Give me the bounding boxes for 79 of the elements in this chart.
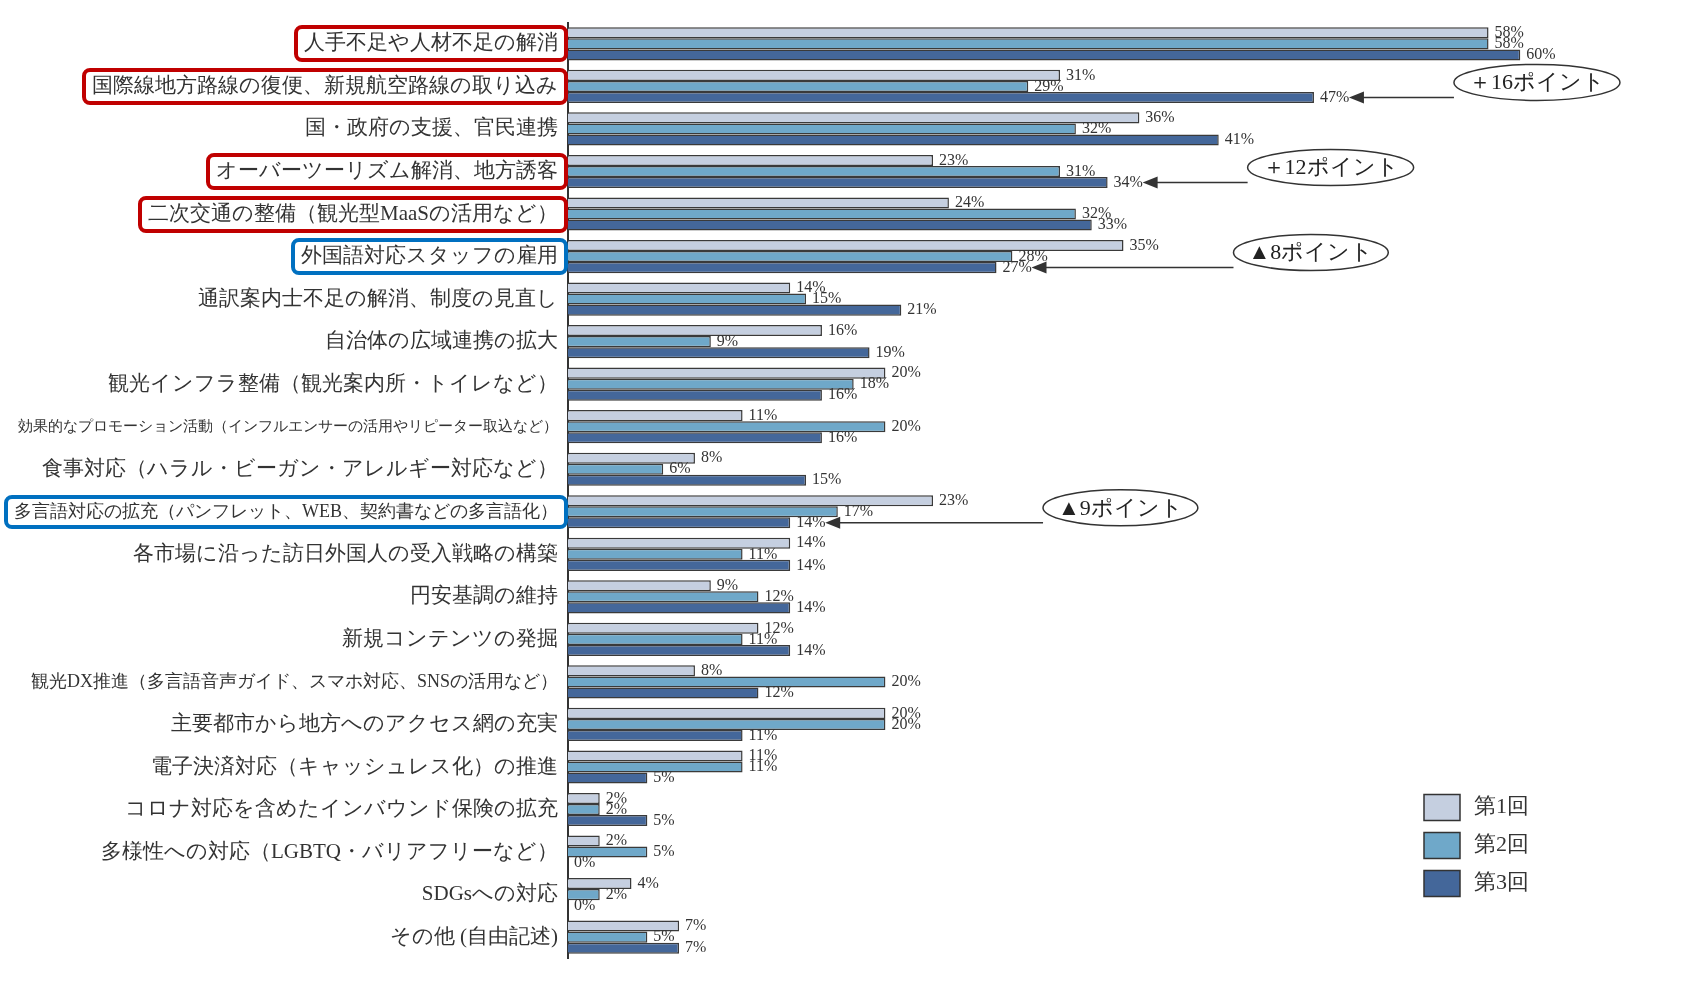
y-tick-label: オーバーツーリズム解消、地方誘客 <box>215 157 558 182</box>
data-label: 0% <box>573 895 596 913</box>
y-tick-label: SDGsへの対応 <box>421 881 558 906</box>
y-tick-label: 多様性への対応（LGBTQ・バリアフリーなど） <box>100 838 558 863</box>
y-tick-label: 外国語対応スタッフの雇用 <box>300 243 558 268</box>
data-label: 12% <box>764 683 794 701</box>
data-label: 8% <box>700 661 723 679</box>
data-label: 32% <box>1081 119 1112 137</box>
data-label: 29% <box>1034 76 1064 94</box>
y-tick-label: 効果的なプロモーション活動（インフルエンサーの活用やリピーター取込など） <box>17 417 558 434</box>
data-label: 20% <box>891 416 921 434</box>
legend-label: 第2回 <box>1474 831 1529 857</box>
data-label: 5% <box>653 842 675 860</box>
data-label: 5% <box>653 768 675 786</box>
data-label: 5% <box>653 927 675 945</box>
data-label: 17% <box>843 501 874 519</box>
data-label: 8% <box>700 448 723 466</box>
data-label: 11% <box>748 725 778 743</box>
data-label: 20% <box>891 672 921 690</box>
annotation: ＋16ポイント <box>1468 69 1605 95</box>
data-label: 6% <box>669 459 691 477</box>
annotation: ▲8ポイント <box>1248 239 1374 265</box>
data-label: 7% <box>685 938 707 956</box>
y-tick-label: 多言語対応の拡充（パンフレット、WEB、契約書などの多言語化） <box>13 500 558 521</box>
y-tick-label: 人手不足や人材不足の解消 <box>303 30 558 55</box>
data-label: 19% <box>875 342 905 360</box>
data-label: 2% <box>605 884 628 902</box>
y-tick-label: 国際線地方路線の復便、新規航空路線の取り込み <box>91 72 558 97</box>
data-label: 20% <box>891 363 921 381</box>
data-label: 60% <box>1526 45 1556 63</box>
data-label: 11% <box>748 544 778 562</box>
data-label: 16% <box>827 320 858 338</box>
y-tick-label: 二次交通の整備（観光型MaaSの活用など） <box>147 200 558 225</box>
legend-label: 第3回 <box>1474 869 1529 895</box>
data-label: 18% <box>859 374 890 392</box>
data-label: 9% <box>716 575 739 593</box>
data-label: 2% <box>605 831 628 849</box>
data-label: 31% <box>1066 161 1096 179</box>
data-label: 4% <box>637 873 659 891</box>
y-tick-label: 新規コンテンツの発掘 <box>341 625 558 650</box>
data-label: 14% <box>796 513 826 531</box>
annotation: ▲9ポイント <box>1058 494 1183 520</box>
data-label: 16% <box>827 427 858 445</box>
data-label: 16% <box>827 385 858 403</box>
data-label: 23% <box>939 490 969 508</box>
data-label: 11% <box>748 405 778 423</box>
data-label: 5% <box>653 810 675 828</box>
data-label: 14% <box>796 640 826 658</box>
legend-label: 第1回 <box>1474 793 1529 819</box>
annotation: ＋12ポイント <box>1262 154 1399 180</box>
y-tick-label: 観光DX推進（多言語音声ガイド、スマホ対応、SNSの活用など） <box>30 670 558 691</box>
y-tick-label: コロナ対応を含めたインバウンド保険の拡充 <box>124 796 558 821</box>
data-label: 47% <box>1319 87 1350 105</box>
data-label: 14% <box>796 598 826 616</box>
y-tick-label: 国・政府の支援、官民連携 <box>304 115 558 140</box>
data-label: 9% <box>716 331 739 349</box>
data-label: 31% <box>1066 65 1096 83</box>
data-label: 21% <box>907 300 937 318</box>
y-tick-label: 通訳案内士不足の解消、制度の見直し <box>197 285 558 310</box>
data-label: 36% <box>1145 108 1175 126</box>
y-tick-label: 食事対応（ハラル・ビーガン・アレルギー対応など） <box>41 455 558 480</box>
y-tick-label: 観光インフラ整備（観光案内所・トイレなど） <box>107 370 558 395</box>
data-label: 34% <box>1113 172 1143 190</box>
data-label: 0% <box>573 853 596 871</box>
data-label: 14% <box>796 555 826 573</box>
y-tick-label: 自治体の広域連携の拡大 <box>324 328 558 353</box>
data-label: 15% <box>812 470 842 488</box>
data-label: 41% <box>1224 130 1255 148</box>
y-tick-label: 主要都市から地方へのアクセス網の充実 <box>170 710 558 735</box>
data-label: 14% <box>796 533 826 551</box>
y-tick-label: 電子決済対応（キャッシュレス化）の推進 <box>150 753 558 778</box>
y-tick-label: 各市場に沿った訪日外国人の受入戦略の構築 <box>132 540 558 565</box>
data-label: 12% <box>764 587 794 605</box>
y-tick-label: 円安基調の維持 <box>409 583 558 608</box>
data-label: 23% <box>939 150 969 168</box>
data-label: 35% <box>1129 235 1159 253</box>
data-label: 7% <box>685 916 707 934</box>
y-tick-label: その他 (自由記述) <box>389 923 558 948</box>
data-label: 24% <box>954 193 985 211</box>
